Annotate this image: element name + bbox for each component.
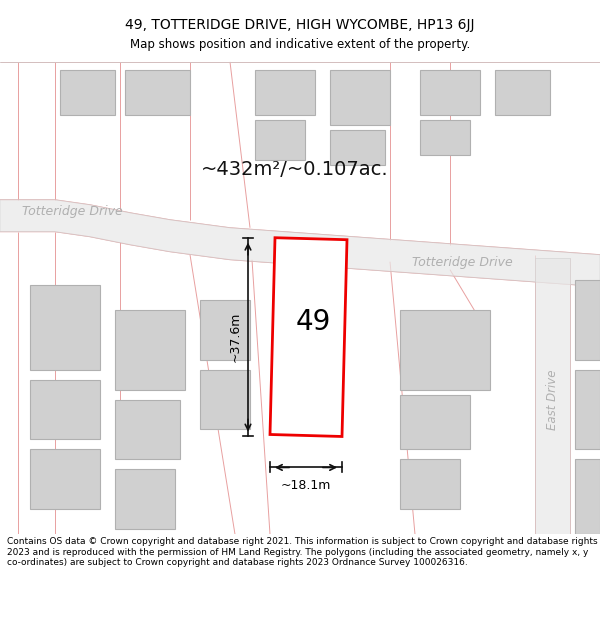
Polygon shape bbox=[270, 238, 347, 436]
Polygon shape bbox=[535, 258, 570, 534]
Text: East Drive: East Drive bbox=[545, 369, 559, 430]
Polygon shape bbox=[575, 459, 600, 534]
Polygon shape bbox=[115, 399, 180, 459]
Polygon shape bbox=[60, 70, 115, 115]
Polygon shape bbox=[200, 299, 250, 359]
Polygon shape bbox=[330, 70, 390, 125]
Polygon shape bbox=[200, 369, 250, 429]
Text: ~432m²/~0.107ac.: ~432m²/~0.107ac. bbox=[201, 160, 389, 179]
Polygon shape bbox=[575, 279, 600, 359]
Text: 49: 49 bbox=[296, 308, 331, 336]
Polygon shape bbox=[30, 449, 100, 509]
Polygon shape bbox=[400, 459, 460, 509]
Polygon shape bbox=[420, 120, 470, 155]
Polygon shape bbox=[115, 309, 185, 389]
Polygon shape bbox=[495, 70, 550, 115]
Polygon shape bbox=[30, 284, 100, 369]
Text: Totteridge Drive: Totteridge Drive bbox=[22, 205, 122, 218]
Polygon shape bbox=[125, 70, 190, 115]
Text: ~18.1m: ~18.1m bbox=[281, 479, 331, 492]
Polygon shape bbox=[400, 394, 470, 449]
Polygon shape bbox=[575, 369, 600, 449]
Polygon shape bbox=[30, 379, 100, 439]
Text: ~37.6m: ~37.6m bbox=[229, 312, 241, 362]
Polygon shape bbox=[420, 70, 480, 115]
Text: Totteridge Drive: Totteridge Drive bbox=[412, 256, 512, 269]
Polygon shape bbox=[115, 469, 175, 529]
Text: Map shows position and indicative extent of the property.: Map shows position and indicative extent… bbox=[130, 38, 470, 51]
Polygon shape bbox=[330, 130, 385, 165]
Text: Contains OS data © Crown copyright and database right 2021. This information is : Contains OS data © Crown copyright and d… bbox=[7, 538, 598, 568]
Polygon shape bbox=[400, 309, 490, 389]
Text: 49, TOTTERIDGE DRIVE, HIGH WYCOMBE, HP13 6JJ: 49, TOTTERIDGE DRIVE, HIGH WYCOMBE, HP13… bbox=[125, 18, 475, 32]
Polygon shape bbox=[255, 120, 305, 160]
Polygon shape bbox=[255, 70, 315, 115]
Polygon shape bbox=[0, 200, 600, 287]
